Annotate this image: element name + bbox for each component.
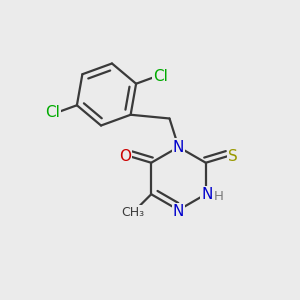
Text: Cl: Cl (45, 105, 60, 120)
Text: S: S (228, 149, 238, 164)
Text: N: N (173, 204, 184, 219)
Text: Cl: Cl (153, 69, 168, 84)
Text: H: H (213, 190, 223, 203)
Text: CH₃: CH₃ (122, 206, 145, 219)
Text: N: N (202, 187, 213, 202)
Text: O: O (119, 149, 131, 164)
Text: N: N (173, 140, 184, 154)
